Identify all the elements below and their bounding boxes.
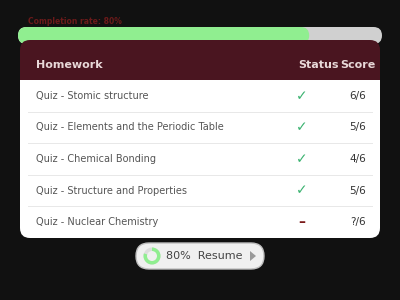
Circle shape bbox=[147, 251, 157, 261]
Text: Completion rate: 80%: Completion rate: 80% bbox=[28, 17, 122, 26]
FancyBboxPatch shape bbox=[20, 50, 380, 238]
Text: ✓: ✓ bbox=[296, 152, 308, 166]
Text: Homework: Homework bbox=[36, 60, 103, 70]
Text: ✓: ✓ bbox=[296, 89, 308, 103]
Circle shape bbox=[144, 248, 160, 265]
FancyBboxPatch shape bbox=[18, 27, 309, 44]
FancyBboxPatch shape bbox=[136, 243, 264, 269]
Bar bbox=[20, 70, 380, 80]
Text: Quiz - Nuclear Chemistry: Quiz - Nuclear Chemistry bbox=[36, 217, 158, 227]
Text: ✓: ✓ bbox=[296, 184, 308, 198]
Text: Quiz - Structure and Properties: Quiz - Structure and Properties bbox=[36, 186, 187, 196]
Text: –: – bbox=[298, 215, 306, 229]
Text: 80%  Resume: 80% Resume bbox=[166, 251, 242, 261]
Text: Status: Status bbox=[298, 60, 338, 70]
FancyBboxPatch shape bbox=[18, 27, 382, 44]
Text: Quiz - Chemical Bonding: Quiz - Chemical Bonding bbox=[36, 154, 156, 164]
Text: 6/6: 6/6 bbox=[350, 91, 366, 101]
Text: Quiz - Elements and the Periodic Table: Quiz - Elements and the Periodic Table bbox=[36, 122, 224, 132]
Text: 4/6: 4/6 bbox=[350, 154, 366, 164]
Text: 5/6: 5/6 bbox=[350, 122, 366, 132]
FancyBboxPatch shape bbox=[20, 40, 380, 80]
Wedge shape bbox=[144, 248, 160, 265]
Text: ✓: ✓ bbox=[296, 120, 308, 134]
Text: 5/6: 5/6 bbox=[350, 186, 366, 196]
Text: ?/6: ?/6 bbox=[350, 217, 366, 227]
Polygon shape bbox=[250, 251, 256, 261]
Text: Score: Score bbox=[340, 60, 376, 70]
Text: Quiz - Stomic structure: Quiz - Stomic structure bbox=[36, 91, 148, 101]
